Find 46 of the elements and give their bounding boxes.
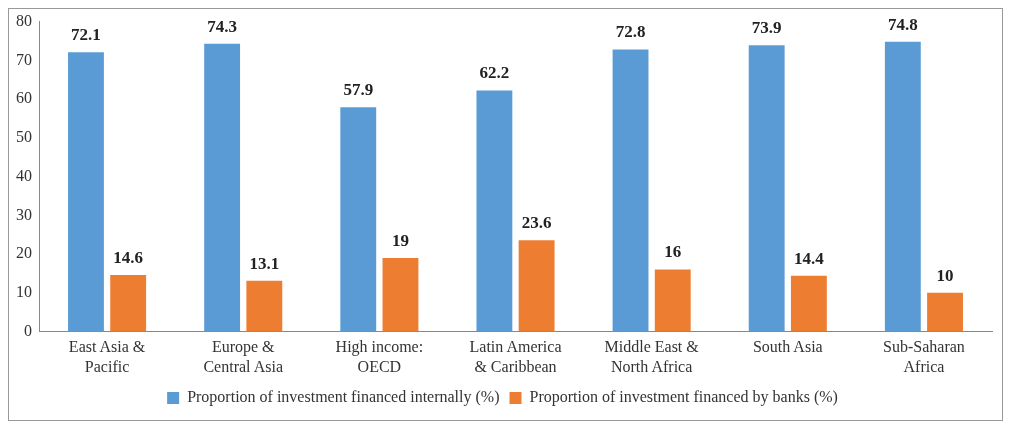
y-tick-label: 40 xyxy=(16,166,32,184)
data-label: 72.1 xyxy=(71,25,101,45)
y-tick-label: 0 xyxy=(24,321,32,339)
x-tick-label: Latin America & Caribbean xyxy=(469,338,562,375)
data-label: 14.6 xyxy=(113,247,144,267)
bar xyxy=(476,90,513,332)
bar xyxy=(110,275,147,332)
bar xyxy=(68,52,104,332)
bar xyxy=(204,43,241,332)
data-label: 16 xyxy=(664,242,682,262)
x-tick-label: Europe & Central Asia xyxy=(203,338,283,375)
x-tick-label: High income: OECD xyxy=(335,338,424,375)
data-label: 62.2 xyxy=(479,63,510,83)
bar xyxy=(340,107,377,332)
bar xyxy=(382,257,419,332)
x-tick-label: Middle East & North Africa xyxy=(604,338,700,375)
bar xyxy=(790,275,827,332)
data-label: 23.6 xyxy=(521,213,552,233)
y-tick-label: 30 xyxy=(16,205,32,223)
x-tick-label: East Asia & Pacific xyxy=(68,338,146,375)
data-label: 74.8 xyxy=(887,14,918,34)
legend-label: Proportion of investment financed internally (%) xyxy=(187,388,500,407)
y-tick-label: 80 xyxy=(16,11,32,29)
data-label: 74.3 xyxy=(207,16,237,36)
x-tick-label: Sub-Saharan Africa xyxy=(883,338,965,375)
bar xyxy=(612,49,649,332)
x-tick-label: South Asia xyxy=(752,338,823,356)
y-tick-label: 20 xyxy=(16,244,32,262)
bar xyxy=(748,45,785,332)
bar xyxy=(884,41,921,332)
y-tick-label: 50 xyxy=(16,128,32,146)
data-label: 19 xyxy=(391,230,409,250)
data-label: 10 xyxy=(936,265,954,285)
data-label: 14.4 xyxy=(794,248,825,268)
y-tick-label: 70 xyxy=(16,50,32,68)
bar xyxy=(654,269,691,332)
data-label: 72.8 xyxy=(615,22,646,42)
bar xyxy=(246,280,283,332)
data-label: 57.9 xyxy=(343,80,374,100)
bar xyxy=(927,292,963,332)
data-label: 73.9 xyxy=(751,18,782,38)
y-tick-label: 10 xyxy=(16,283,32,301)
bar xyxy=(518,240,555,332)
legend-label: Proportion of investment financed by banks (%) xyxy=(529,388,838,407)
y-tick-label: 60 xyxy=(16,89,32,107)
data-label: 13.1 xyxy=(249,253,280,273)
